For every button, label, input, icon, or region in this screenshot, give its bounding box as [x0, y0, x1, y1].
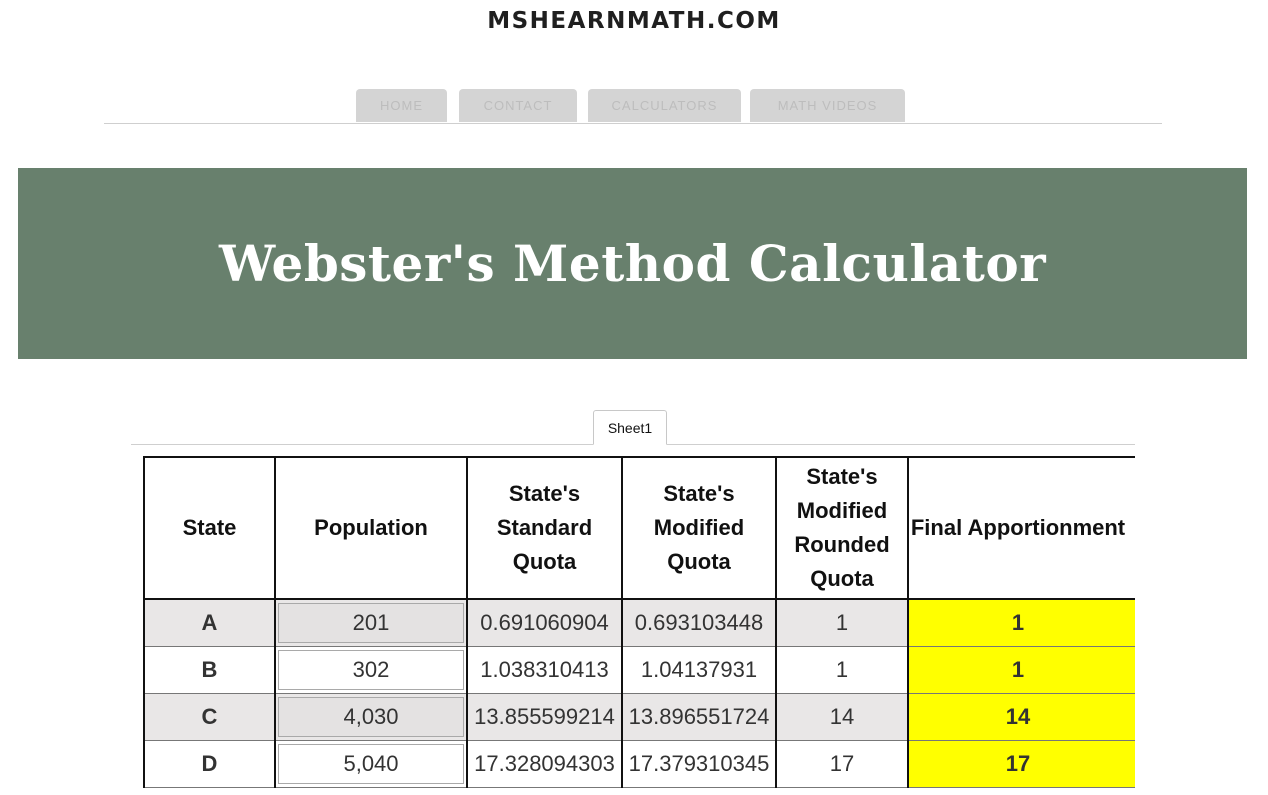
sheet-tab-bar: Sheet1: [131, 410, 1135, 445]
final-apportionment-cell: 1: [907, 646, 1135, 694]
final-apportionment-cell: 17: [907, 740, 1135, 788]
modified-quota-cell: 0.693103448: [621, 599, 777, 647]
page-banner: Webster's Method Calculator: [18, 168, 1247, 359]
table-row: A 0.691060904 0.693103448 1 1: [143, 599, 1135, 647]
state-cell: A: [143, 599, 276, 647]
standard-quota-cell: 1.038310413: [466, 646, 623, 694]
modified-quota-cell: 1.04137931: [621, 646, 777, 694]
population-input[interactable]: [278, 603, 464, 643]
standard-quota-cell: 17.328094303: [466, 740, 623, 788]
population-cell: [274, 740, 468, 788]
standard-quota-cell: 0.691060904: [466, 599, 623, 647]
standard-quota-cell: 13.855599214: [466, 693, 623, 741]
table-row: C 13.855599214 13.896551724 14 14: [143, 693, 1135, 741]
rounded-quota-cell: 17: [775, 740, 909, 788]
population-cell: [274, 599, 468, 647]
rounded-quota-cell: 1: [775, 599, 909, 647]
header-final-apportionment: Final Apportionment: [907, 456, 1135, 600]
nav-tab-contact[interactable]: CONTACT: [459, 89, 577, 122]
rounded-quota-cell: 1: [775, 646, 909, 694]
table-row: B 1.038310413 1.04137931 1 1: [143, 646, 1135, 694]
main-nav: HOME CONTACT CALCULATORS MATH VIDEOS: [104, 88, 1162, 124]
header-rounded-quota: State's Modified Rounded Quota: [775, 456, 909, 600]
header-row: State Population State's Standard Quota …: [143, 456, 1135, 600]
population-input[interactable]: [278, 744, 464, 784]
header-population: Population: [274, 456, 468, 600]
rounded-quota-cell: 14: [775, 693, 909, 741]
population-input[interactable]: [278, 650, 464, 690]
modified-quota-cell: 17.379310345: [621, 740, 777, 788]
population-cell: [274, 646, 468, 694]
nav-tab-math-videos[interactable]: MATH VIDEOS: [750, 89, 905, 122]
final-apportionment-cell: 1: [907, 599, 1135, 647]
state-cell: C: [143, 693, 276, 741]
nav-tab-calculators[interactable]: CALCULATORS: [588, 89, 741, 122]
state-cell: B: [143, 646, 276, 694]
sheet-tab-sheet1[interactable]: Sheet1: [593, 410, 667, 445]
spreadsheet-grid[interactable]: State Population State's Standard Quota …: [143, 456, 1135, 795]
final-apportionment-cell: 14: [907, 693, 1135, 741]
header-standard-quota: State's Standard Quota: [466, 456, 623, 600]
site-title[interactable]: MSHEARNMATH.COM: [487, 8, 781, 34]
header-state: State: [143, 456, 276, 600]
apportionment-table: State Population State's Standard Quota …: [143, 456, 1135, 788]
population-cell: [274, 693, 468, 741]
population-input[interactable]: [278, 697, 464, 737]
table-row: D 17.328094303 17.379310345 17 17: [143, 740, 1135, 788]
state-cell: D: [143, 740, 276, 788]
nav-tab-home[interactable]: HOME: [356, 89, 447, 122]
header-modified-quota: State's Modified Quota: [621, 456, 777, 600]
page-title: Webster's Method Calculator: [218, 234, 1047, 293]
modified-quota-cell: 13.896551724: [621, 693, 777, 741]
